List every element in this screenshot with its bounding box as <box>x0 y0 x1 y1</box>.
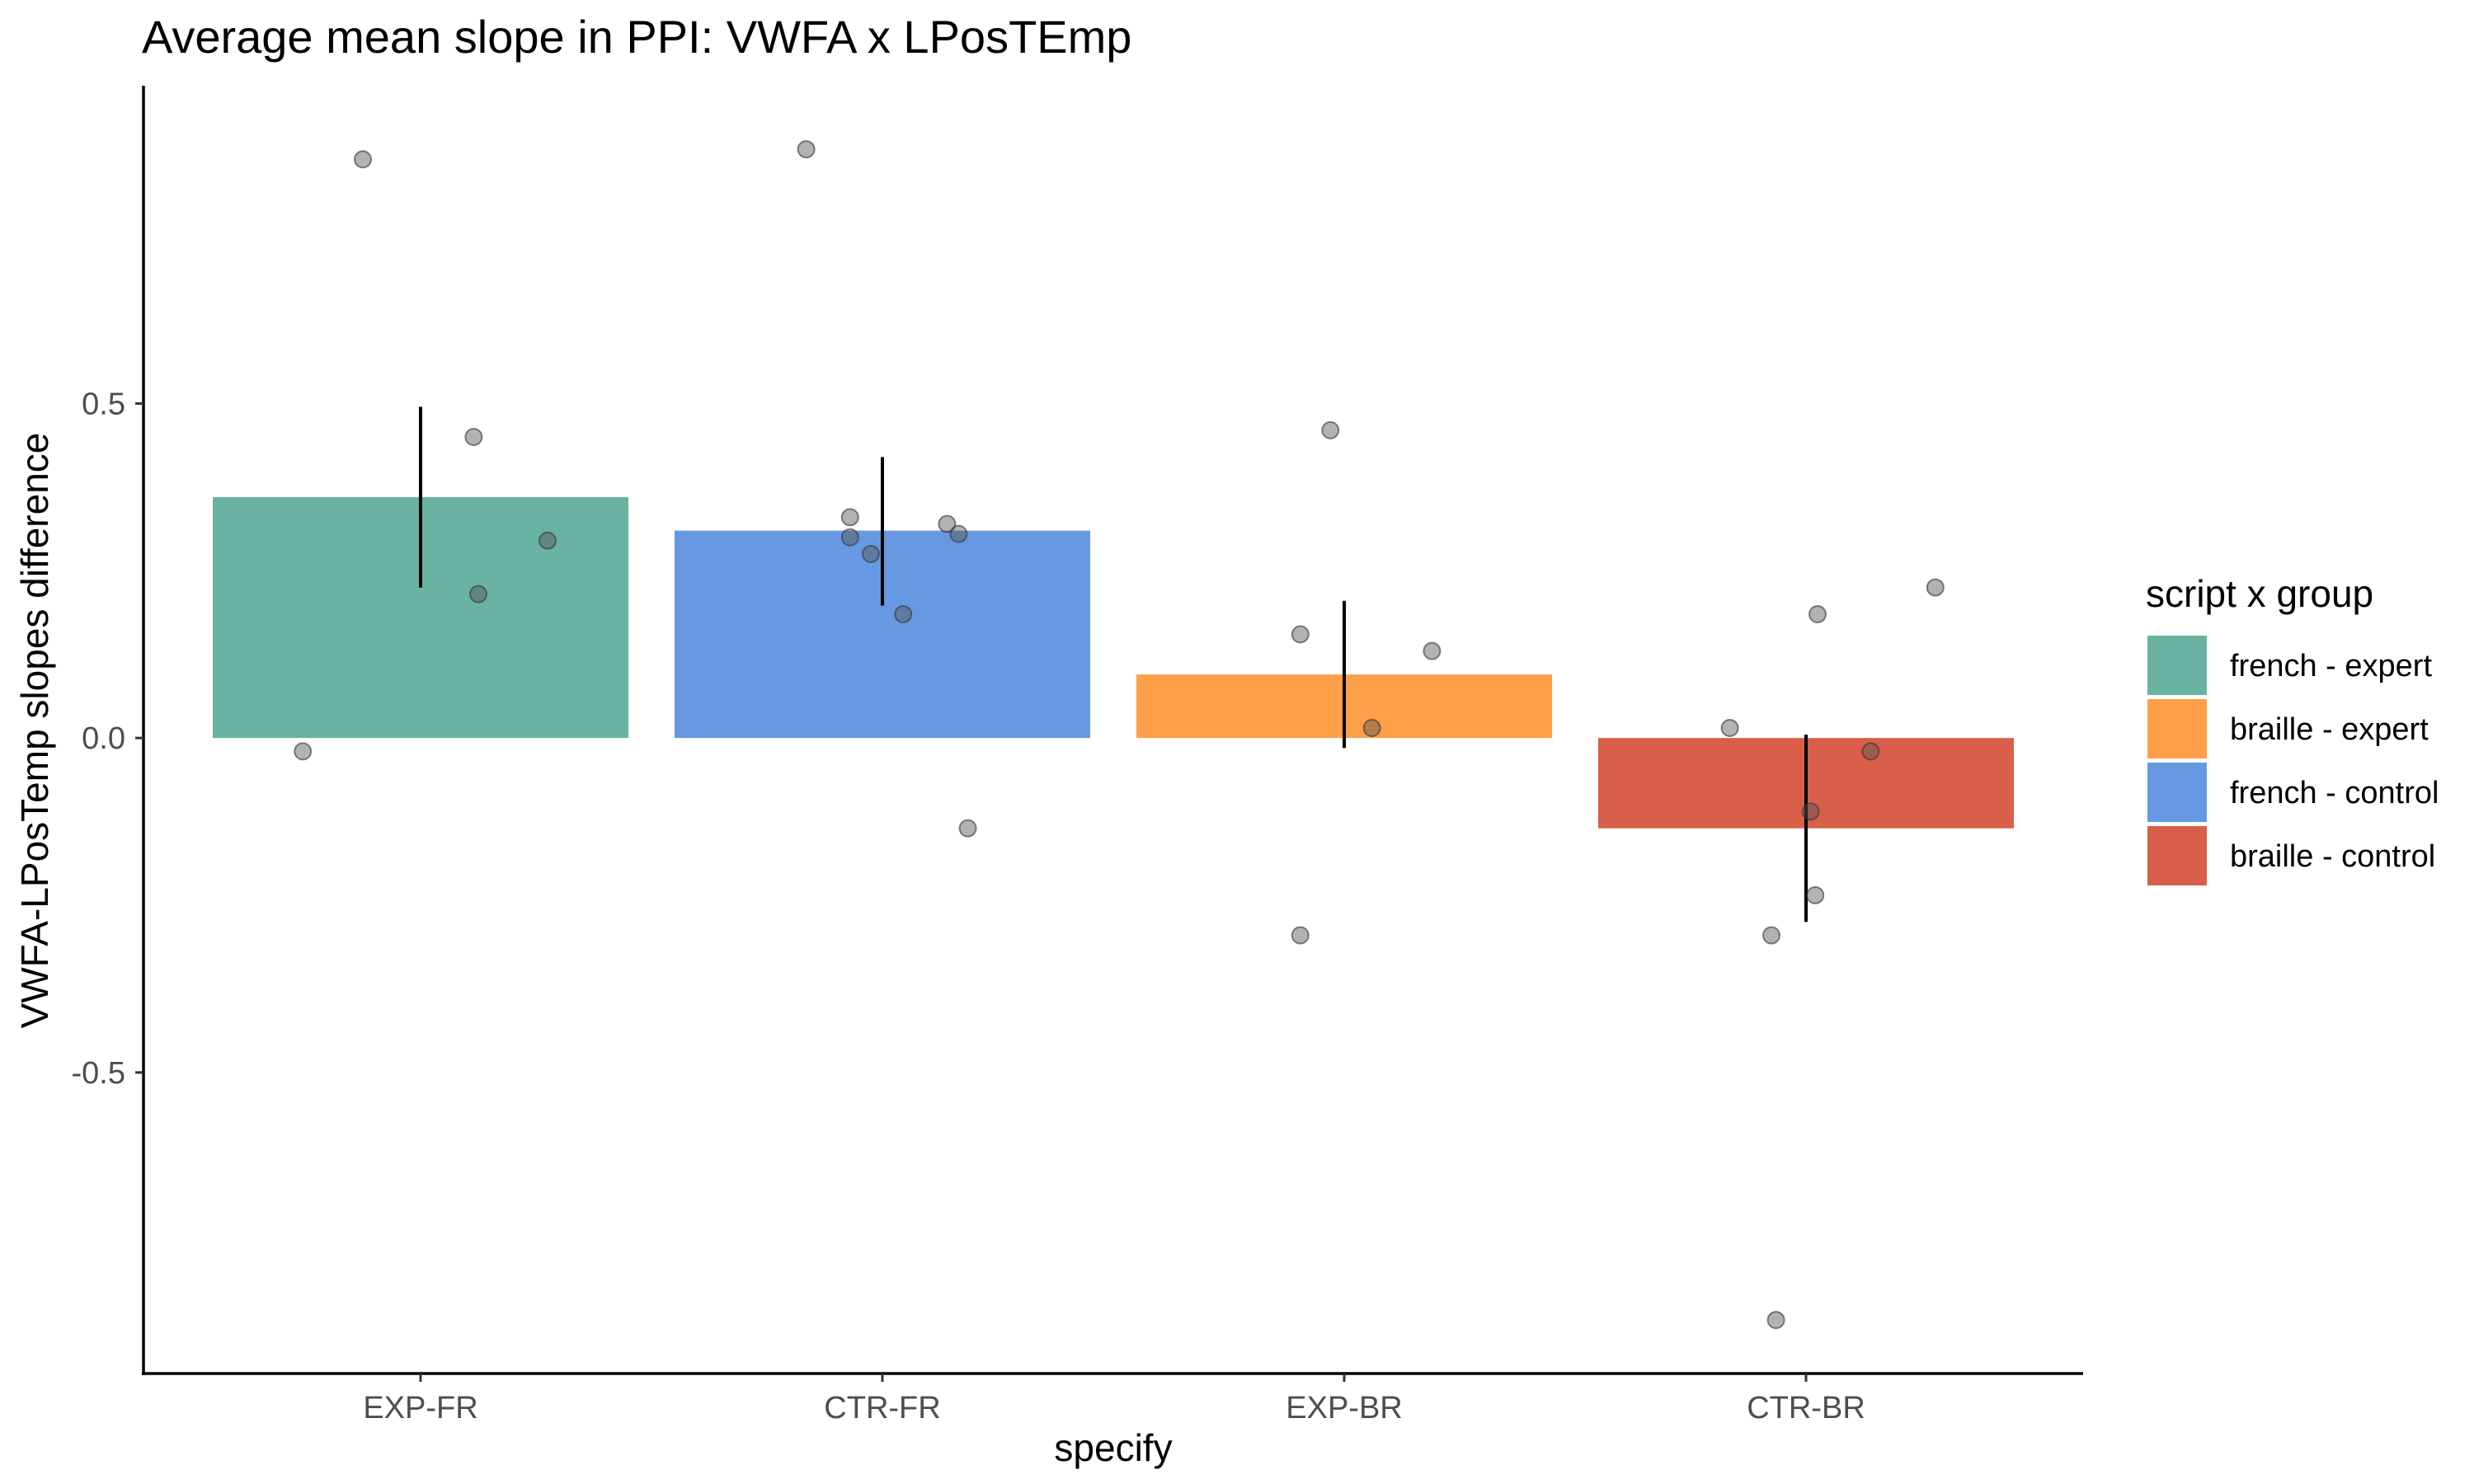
chart-title: Average mean slope in PPI: VWFA x LPosTE… <box>142 11 1131 63</box>
data-point <box>1423 641 1442 660</box>
legend-items: french - expert braille - expert french - … <box>2147 636 2439 885</box>
data-point <box>938 514 957 533</box>
y-axis-ticks: -0.5 0.0 0.5 <box>72 387 143 1091</box>
legend-title: script x group <box>2146 572 2373 615</box>
data-point <box>464 428 483 446</box>
data-point <box>1926 578 1945 597</box>
y-axis-title: VWFA-LPosTemp slopes difference <box>13 433 56 1029</box>
legend: script x group french - expert braille - … <box>2146 572 2439 885</box>
data-point <box>294 742 313 761</box>
data-point <box>1801 802 1820 821</box>
legend-label: braille - control <box>2230 839 2435 874</box>
x-axis-ticks: EXP-FR CTR-FR EXP-BR CTR-BR <box>363 1374 1865 1425</box>
data-point <box>949 524 968 543</box>
data-point <box>1766 1311 1785 1330</box>
data-point <box>797 140 816 159</box>
legend-key <box>2147 826 2207 885</box>
data-point <box>894 605 913 624</box>
data-point <box>862 545 880 563</box>
data-point <box>840 508 859 527</box>
x-tick-label: CTR-FR <box>824 1391 940 1425</box>
points-layer <box>294 140 1945 1330</box>
data-point <box>1362 718 1381 737</box>
legend-label: french - control <box>2230 776 2439 810</box>
x-tick-label: CTR-BR <box>1747 1391 1865 1425</box>
y-tick-label: -0.5 <box>72 1056 125 1091</box>
data-point <box>1720 718 1739 737</box>
x-tick-label: EXP-BR <box>1286 1391 1402 1425</box>
data-point <box>469 585 487 603</box>
data-point <box>1808 605 1827 624</box>
bars-layer <box>213 497 2014 829</box>
y-tick-label: 0.0 <box>82 721 125 756</box>
data-point <box>1762 926 1780 945</box>
data-point <box>1861 742 1880 761</box>
y-tick-label: 0.5 <box>82 387 125 421</box>
data-point <box>1806 885 1825 904</box>
data-point <box>539 531 557 550</box>
data-point <box>1321 420 1340 439</box>
data-point <box>840 528 859 547</box>
x-tick-label: EXP-FR <box>363 1391 477 1425</box>
x-axis-title: specify <box>1054 1426 1172 1469</box>
legend-label: french - expert <box>2230 649 2432 683</box>
legend-key <box>2147 699 2207 758</box>
data-point <box>958 819 977 838</box>
legend-key <box>2147 636 2207 695</box>
error-bars-layer <box>419 406 1808 923</box>
data-point <box>354 150 372 169</box>
data-point <box>1291 926 1310 945</box>
legend-label: braille - expert <box>2230 712 2429 747</box>
data-point <box>1291 625 1310 644</box>
legend-key <box>2147 763 2207 822</box>
